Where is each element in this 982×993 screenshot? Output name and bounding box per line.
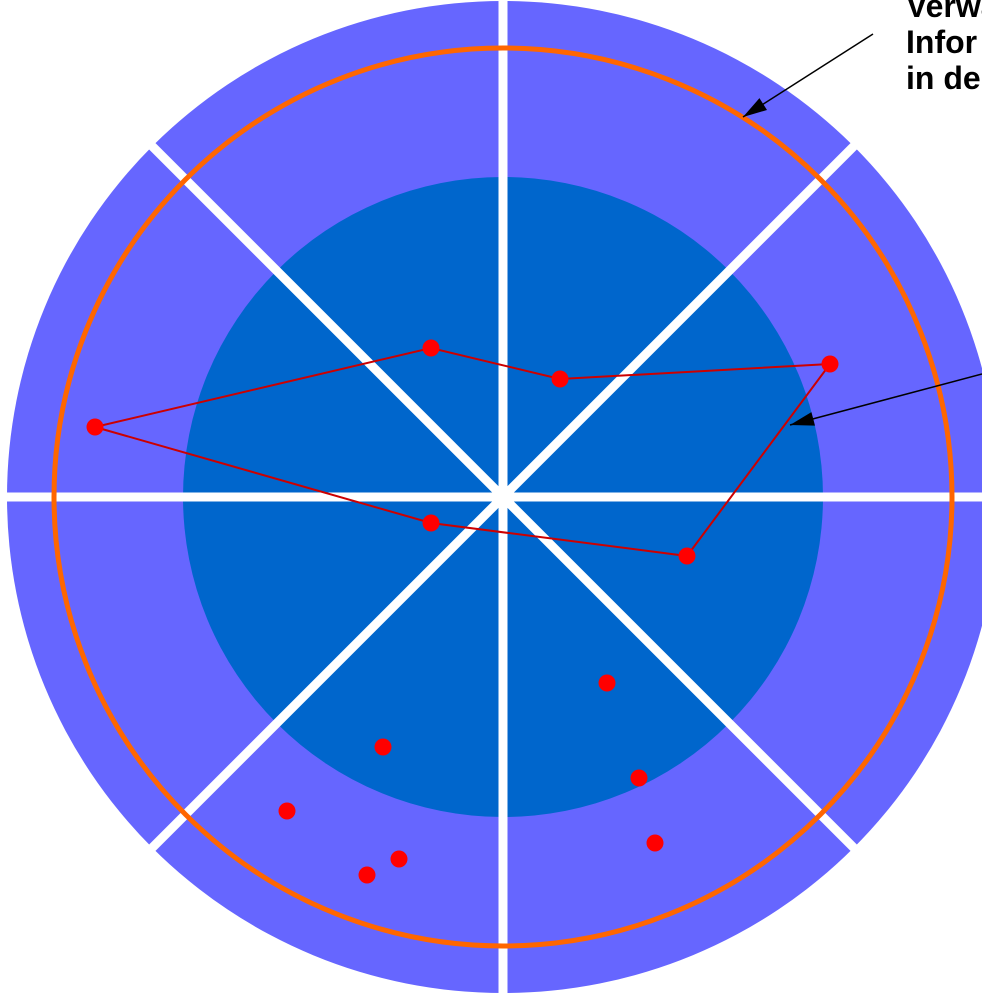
data-point-10 bbox=[278, 802, 296, 820]
data-point-8 bbox=[374, 738, 392, 756]
sector-separators bbox=[3, 0, 982, 993]
annotation-line-1: Verwa bbox=[906, 0, 982, 24]
data-point-12 bbox=[390, 850, 408, 868]
data-point-11 bbox=[646, 834, 664, 852]
annotation-line-3: in de bbox=[906, 60, 981, 96]
data-point-2 bbox=[422, 339, 440, 357]
data-point-3 bbox=[551, 370, 569, 388]
data-point-4 bbox=[821, 355, 839, 373]
annotation-arrows bbox=[742, 33, 982, 426]
orange-ring bbox=[51, 45, 955, 949]
annotation-text-top: Verwa Infor in de bbox=[906, 0, 982, 96]
data-point-9 bbox=[630, 769, 648, 787]
data-point-5 bbox=[678, 547, 696, 565]
annotation-line-2: Infor bbox=[906, 24, 978, 60]
data-point-7 bbox=[598, 674, 616, 692]
data-point-6 bbox=[422, 514, 440, 532]
arrow-to-ring-head bbox=[743, 98, 767, 117]
arrow-to-path-head bbox=[790, 412, 815, 426]
sector-separator-4 bbox=[146, 493, 507, 854]
data-points bbox=[86, 339, 839, 884]
sector-separator-6 bbox=[146, 140, 507, 501]
data-point-1 bbox=[86, 418, 104, 436]
arrow-to-ring-shaft bbox=[742, 33, 874, 118]
arrow-to-path-shaft bbox=[789, 373, 982, 426]
sector-separator-2 bbox=[499, 493, 860, 854]
sector-separator-8 bbox=[499, 140, 860, 501]
data-point-13 bbox=[358, 866, 376, 884]
